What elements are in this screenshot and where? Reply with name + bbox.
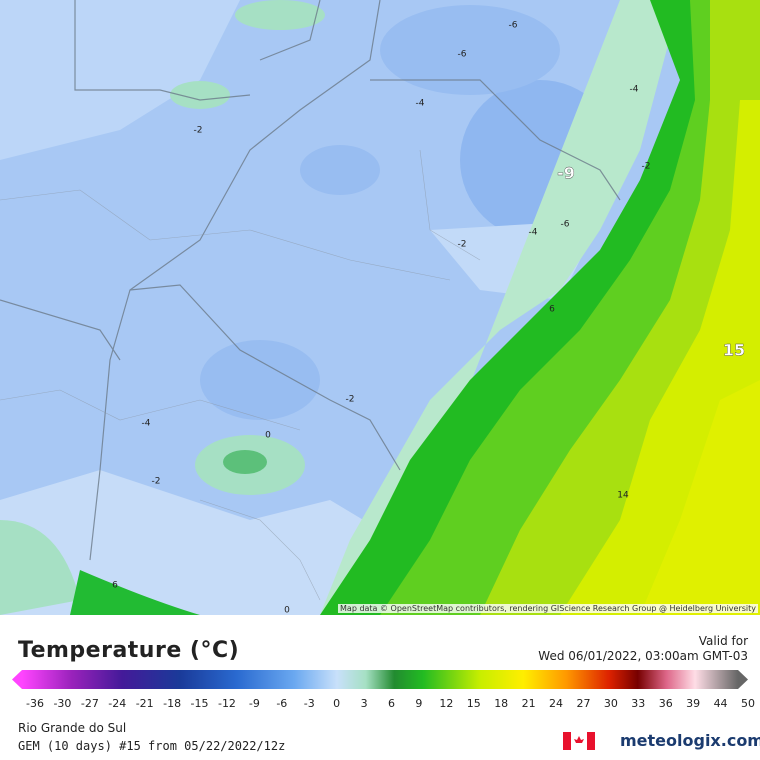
contour-label: -2 bbox=[642, 162, 651, 172]
title: Temperature (°C) bbox=[18, 638, 240, 663]
contour-label: -4 bbox=[142, 419, 151, 429]
colorbar-tick-label: 18 bbox=[494, 697, 509, 710]
colorbar-tick-label: 24 bbox=[549, 697, 564, 710]
colorbar-tick-label: 15 bbox=[466, 697, 481, 710]
contour-label: -2 bbox=[458, 240, 467, 250]
colorbar-tick-label: 6 bbox=[388, 697, 395, 710]
colorbar-tick-label: 36 bbox=[658, 697, 673, 710]
colorbar-tick-label: 50 bbox=[741, 697, 755, 710]
logo: meteologix.com bbox=[620, 731, 760, 750]
colorbar-tick-label: 3 bbox=[360, 697, 368, 710]
contour-label: -4 bbox=[529, 228, 538, 238]
colorbar-tick-label: -21 bbox=[135, 697, 154, 710]
contour-label: -6 bbox=[509, 21, 518, 31]
colorbar-tick-label: 39 bbox=[686, 697, 701, 710]
colorbar-tick-label: -18 bbox=[163, 697, 182, 710]
colorbar-tick-label: -30 bbox=[53, 697, 72, 710]
colorbar-tick-label: -15 bbox=[190, 697, 209, 710]
model-info: GEM (10 days) #15 from 05/22/2022/12z bbox=[18, 739, 286, 753]
valid-time: Wed 06/01/2022, 03:00am GMT-03 bbox=[538, 649, 748, 663]
attribution: Map data © OpenStreetMap contributors, r… bbox=[338, 604, 758, 613]
colorbar-tick-label: 12 bbox=[439, 697, 454, 710]
contour-label: 0 bbox=[284, 606, 290, 616]
colorbar-tick-label: -3 bbox=[303, 697, 315, 710]
colorbar-tick-label: 0 bbox=[333, 697, 341, 710]
contour-label: -2 bbox=[346, 395, 355, 405]
colorbar-tick-label: -12 bbox=[217, 697, 236, 710]
contour-label: -4 bbox=[630, 85, 639, 95]
contour-label: -6 bbox=[561, 220, 570, 230]
valid-label: Valid for bbox=[698, 634, 748, 648]
colorbar-tick-label: 44 bbox=[713, 697, 728, 710]
colorbar-tick-label: -6 bbox=[276, 697, 288, 710]
contour-label: 14 bbox=[617, 491, 629, 501]
colorbar-tick-label: 9 bbox=[415, 697, 423, 710]
region: Rio Grande do Sul bbox=[18, 721, 127, 735]
colorbar-tick-label: 27 bbox=[576, 697, 591, 710]
flag bbox=[563, 732, 595, 750]
colorbar-tick-label: 30 bbox=[603, 697, 618, 710]
colorbar-tick-label: -24 bbox=[108, 697, 127, 710]
colorbar-tick-label: 33 bbox=[631, 697, 646, 710]
colorbar-tick-label: -9 bbox=[248, 697, 260, 710]
colorbar-tick-label: -27 bbox=[80, 697, 99, 710]
contour-label: 6 bbox=[112, 581, 118, 591]
contour-label: -4 bbox=[416, 99, 425, 109]
contour-label: 15 bbox=[723, 341, 745, 360]
colorbar-tick-label: -36 bbox=[26, 697, 44, 710]
contour-label: -2 bbox=[152, 477, 161, 487]
contour-label: -6 bbox=[458, 50, 467, 60]
colorbar bbox=[12, 670, 748, 689]
colorbar-tick-label: 21 bbox=[521, 697, 536, 710]
map: -6 -6 -4 -4 -2 -9 -2 -6 -4 -2 6 15 -2 -4… bbox=[0, 0, 760, 615]
contour-label: -2 bbox=[194, 126, 203, 136]
contour-label: 6 bbox=[549, 305, 555, 315]
contour-label: 0 bbox=[265, 431, 271, 441]
contour-label: -9 bbox=[557, 164, 575, 183]
